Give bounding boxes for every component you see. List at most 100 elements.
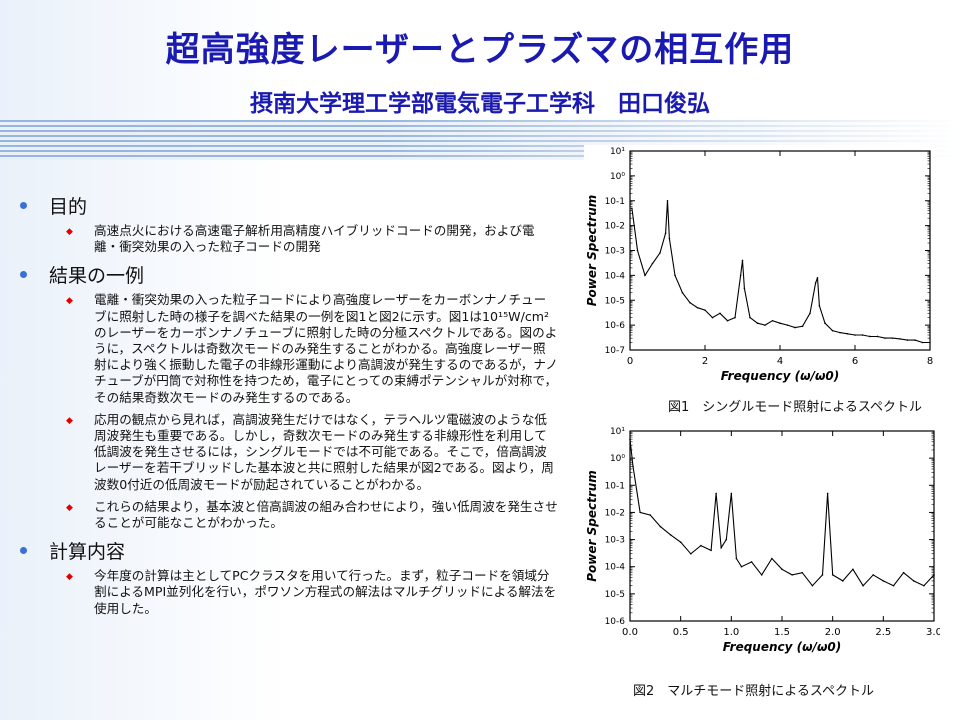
spectrum-point	[681, 291, 684, 294]
plot-frame	[629, 430, 935, 622]
diamond-bullet-icon: ◆	[66, 502, 73, 513]
spectrum-point	[632, 465, 634, 468]
spectrum-point	[779, 322, 781, 324]
y-axis-label: Power Spectrum	[585, 470, 599, 582]
spectrum-point	[741, 259, 744, 262]
spectrum-point	[906, 339, 909, 341]
spectrum-point	[891, 337, 894, 339]
spectrum-point	[801, 325, 804, 328]
spectrum-point	[809, 312, 811, 315]
spectrum-point	[743, 287, 746, 290]
diamond-bullet-icon: ◆	[66, 227, 73, 237]
x-tick-label: 6	[852, 356, 858, 367]
spectrum-point	[781, 568, 783, 571]
spectrum-point	[689, 301, 691, 304]
bullet-item: ◆ 電離・衝突効果の入った粒子コードにより高強度レーザーをカーボンナノチューブに…	[66, 292, 558, 405]
spectrum-point	[861, 334, 864, 336]
spectrum-point	[726, 319, 729, 322]
spectrum-point	[852, 568, 854, 571]
section-objective: 目的 ◆ 高速点火における高速電子解析用高精度ハイブリッドコードの開発，および電…	[18, 192, 558, 255]
y-tick-label: 10⁰	[610, 454, 625, 464]
spectrum-point	[644, 274, 646, 277]
y-tick-label: 10-1	[605, 481, 625, 491]
spectrum-point	[814, 282, 817, 284]
spectrum-point	[649, 514, 652, 516]
spectrum-point	[700, 544, 702, 547]
spectrum-point	[668, 237, 671, 240]
spectrum-point	[764, 324, 766, 326]
spectrum-point	[631, 207, 633, 210]
bullet-text: 電離・衝突効果の入った粒子コードにより高強度レーザーをカーボンナノチューブに照射…	[94, 292, 558, 405]
spectrum-point	[711, 316, 714, 319]
figure2-panel: 10-6 10-5 10-4 10-3 10-2 10-1 10⁰ 10¹ 0.0 0.5 1.0 1…	[584, 425, 942, 670]
spectrum-point	[846, 332, 849, 335]
spectrum-point	[816, 276, 819, 279]
page-title: 超高強度レーザーとプラズマの相互作用	[165, 30, 795, 70]
spectrum-point	[831, 329, 834, 332]
spectrum-point	[839, 331, 841, 334]
spectrum-point	[760, 574, 763, 576]
x-axis-label: Frequency (ω/ω0)	[721, 369, 839, 383]
y-tick-label: 10-3	[605, 247, 625, 257]
spectrum-point	[884, 337, 886, 339]
x-tick-label: 3.0	[926, 627, 940, 638]
spectrum-point	[659, 252, 661, 254]
y-tick-label: 10-3	[605, 536, 625, 546]
header-stripe-band	[0, 120, 960, 160]
spectrum-point	[923, 584, 925, 587]
section-heading: 計算内容	[49, 541, 126, 564]
figure1-panel: 10-7 10-6 10-5 10-4 10-3 10-2 10-1 10⁰ 10¹ 0 2 4 6 8 F…	[584, 145, 936, 413]
bullet-item: ◆ 応用の観点から見れば，高調波発生だけではなく，テラヘルツ電磁波のような低周波…	[66, 412, 558, 493]
section-results: 結果の一例 ◆ 電離・衝突効果の入った粒子コードにより高強度レーザーをカーボンナ…	[18, 261, 558, 531]
x-tick-label: 0.0	[622, 627, 638, 638]
figure2-chart: 10-6 10-5 10-4 10-3 10-2 10-1 10⁰ 10¹ 0.0 0.5 1.0 1…	[585, 427, 942, 654]
spectrum-point	[933, 574, 935, 576]
spectrum-point	[639, 511, 641, 514]
spectrum-point	[921, 341, 924, 344]
y-tick-label: 10-5	[605, 590, 625, 600]
section-heading-row: 計算内容	[18, 537, 558, 564]
spectrum-point	[872, 574, 874, 576]
spectrum-point	[750, 561, 753, 563]
x-axis-label: Frequency (ω/ω0)	[723, 640, 841, 654]
spectrum-point	[651, 262, 654, 265]
spectrum-point	[669, 533, 672, 536]
y-tick-label: 10-6	[605, 321, 626, 331]
spectrum-point	[801, 571, 804, 574]
spectrum-point	[749, 316, 751, 319]
spectrum-point	[912, 580, 915, 582]
bullet-text: これらの結果より，基本波と倍高調波の組み合わせにより，強い低周波を発生させること…	[94, 498, 558, 531]
spectrum-point	[824, 322, 826, 324]
x-tick-label: 1.0	[723, 627, 739, 638]
x-tick-label: 0.5	[673, 627, 689, 638]
y-tick-label: 10¹	[610, 427, 625, 437]
y-tick-label: 10⁰	[610, 172, 625, 182]
y-tick-label: 10-4	[605, 271, 626, 281]
bullet-text: 今年度の計算は主としてPCクラスタを用いて行った。まず，粒子コードを領域分割によ…	[94, 568, 557, 616]
spectrum-point	[666, 199, 669, 202]
spectrum-point	[892, 584, 895, 587]
spectrum-point	[690, 552, 692, 555]
spectrum-point	[629, 438, 631, 440]
diamond-bullet-icon: ◆	[66, 572, 73, 583]
bullet-item: ◆ 高速点火における高速電子解析用高精度ハイブリッドコードの開発，および電離・衝…	[66, 223, 558, 255]
spectrum-point	[725, 538, 728, 541]
bullet-item: ◆ 今年度の計算は主としてPCクラスタを用いて行った。まず，粒子コードを領域分割…	[66, 568, 558, 617]
spectrum-point	[826, 492, 829, 495]
figure1-caption: 図1 シングルモード照射によるスペクトル	[668, 400, 922, 415]
spectrum-point	[831, 574, 834, 576]
bullet-dot-icon	[20, 271, 27, 279]
spectrum-point	[636, 249, 639, 252]
page-subtitle: 摂南大学理工学部電気電子工学科 田口俊弘	[250, 91, 710, 117]
y-tick-label: 10¹	[610, 147, 625, 157]
section-heading-row: 結果の一例	[18, 261, 558, 288]
x-tick-label: 1.5	[774, 627, 790, 638]
spectrum-point	[882, 580, 885, 582]
bullet-dot-icon	[20, 547, 27, 555]
x-tick-label: 2.0	[825, 627, 841, 638]
spectrum-point	[674, 274, 676, 277]
y-tick-label: 10-7	[605, 346, 625, 356]
spectrum-point	[786, 324, 789, 326]
spectrum-point	[664, 232, 667, 234]
spectrum-point	[818, 304, 821, 307]
